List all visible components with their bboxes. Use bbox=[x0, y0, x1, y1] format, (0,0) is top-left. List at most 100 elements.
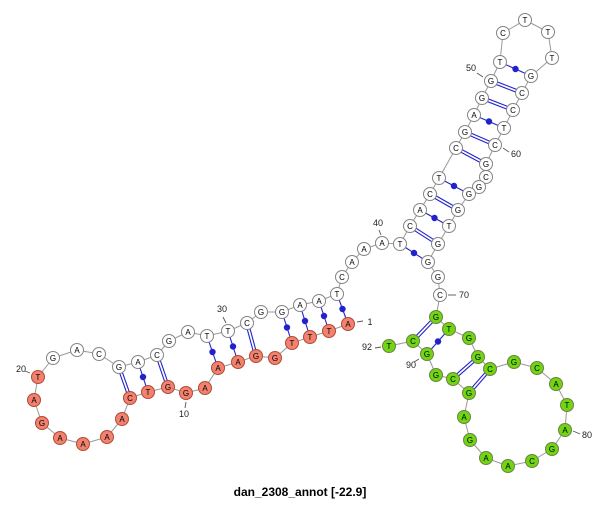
nucleotide-circle bbox=[150, 348, 164, 362]
nucleotide-8: A bbox=[211, 361, 225, 375]
nucleotide-circle bbox=[423, 187, 437, 201]
nucleotide-letter: A bbox=[562, 426, 568, 435]
nucleotide-letter: C bbox=[453, 144, 459, 153]
nucleotide-45: T bbox=[432, 171, 446, 185]
label-tick bbox=[378, 229, 382, 236]
nucleotide-letter: G bbox=[183, 389, 189, 398]
nucleotide-17: A bbox=[53, 431, 67, 445]
label-tick bbox=[24, 370, 31, 374]
nucleotide-letter: A bbox=[349, 258, 355, 267]
nucleotide-52: C bbox=[496, 26, 510, 40]
pair-bond-dot-marker bbox=[512, 65, 519, 73]
nucleotide-circle bbox=[467, 108, 481, 122]
nucleotide-circle bbox=[507, 355, 521, 369]
nucleotide-letter: A bbox=[316, 297, 322, 306]
nucleotide-letter: A bbox=[135, 358, 141, 367]
nucleotide-circle bbox=[463, 433, 477, 447]
pair-bond-dot-marker bbox=[283, 324, 291, 331]
nucleotide-circle bbox=[345, 255, 359, 269]
nucleotide-circle bbox=[457, 410, 471, 424]
nucleotide-18: G bbox=[35, 416, 49, 430]
nucleotide-81: G bbox=[545, 442, 559, 456]
pair-bond-dot-marker bbox=[209, 348, 216, 356]
nucleotide-circle bbox=[240, 316, 254, 330]
nucleotide-letter: C bbox=[244, 319, 250, 328]
nucleotide-9: A bbox=[198, 381, 212, 395]
nucleotide-55: T bbox=[545, 51, 559, 65]
nucleotide-21: G bbox=[46, 351, 60, 365]
nucleotide-letter: C bbox=[339, 273, 345, 282]
nucleotide-letter: G bbox=[272, 354, 278, 363]
nucleotide-7: A bbox=[231, 355, 245, 369]
nucleotide-10: G bbox=[179, 386, 193, 400]
nucleotide-letter: A bbox=[31, 396, 37, 405]
nucleotide-4: T bbox=[285, 336, 299, 350]
nucleotide-letter: C bbox=[450, 375, 456, 384]
pair-bond-dot-marker bbox=[450, 182, 458, 190]
backbone-lines bbox=[33, 19, 568, 467]
nucleotide-circle bbox=[446, 372, 460, 386]
pair-bond-dot-marker bbox=[301, 317, 309, 325]
pair-bond-dot-marker bbox=[229, 343, 237, 350]
nucleotide-circle bbox=[303, 330, 317, 344]
nucleotide-circle bbox=[479, 170, 493, 184]
nucleotide-circle bbox=[549, 377, 563, 391]
nucleotide-circle bbox=[293, 298, 307, 312]
nucleotide-circle bbox=[431, 270, 445, 284]
nucleotide-47: G bbox=[458, 125, 472, 139]
pair-bond-dot-marker bbox=[139, 373, 147, 381]
nucleotide-67: G bbox=[431, 237, 445, 251]
nucleotide-circle bbox=[429, 310, 443, 324]
nucleotide-circle bbox=[479, 451, 493, 465]
pair-bond-dot-marker bbox=[339, 305, 346, 313]
nucleotide-11: G bbox=[161, 380, 175, 394]
nucleotide-letter: C bbox=[534, 364, 540, 373]
nucleotide-circle bbox=[431, 237, 445, 251]
nucleotide-letter: A bbox=[74, 346, 80, 355]
nucleotide-letter: T bbox=[502, 124, 507, 133]
nucleotide-circle bbox=[141, 385, 155, 399]
nucleotide-circle bbox=[341, 317, 355, 331]
pair-bond-dot-marker bbox=[434, 338, 442, 345]
nucleotide-letter: C bbox=[96, 350, 102, 359]
nucleotide-letter: C bbox=[487, 365, 493, 374]
nucleotide-circle bbox=[249, 349, 263, 363]
nucleotide-letter: C bbox=[407, 222, 413, 231]
position-label: 20 bbox=[16, 364, 26, 374]
nucleotide-letter: A bbox=[361, 245, 367, 254]
nucleotide-90: G bbox=[420, 347, 434, 361]
nucleotide-circle bbox=[545, 51, 559, 65]
nucleotide-letter: A bbox=[80, 440, 86, 449]
nucleotide-circle bbox=[403, 219, 417, 233]
nucleotide-letter: G bbox=[435, 240, 441, 249]
nucleotide-letter: A bbox=[104, 433, 110, 442]
nucleotide-65: G bbox=[451, 203, 465, 217]
nucleotide-68: G bbox=[421, 255, 435, 269]
nucleotide-letter: A bbox=[483, 454, 489, 463]
nucleotide-25: A bbox=[131, 355, 145, 369]
nucleotide-33: G bbox=[275, 305, 289, 319]
nucleotide-84: A bbox=[479, 451, 493, 465]
nucleotide-letter: C bbox=[500, 29, 506, 38]
nucleotide-circle bbox=[488, 138, 502, 152]
nucleotide-50: G bbox=[484, 74, 498, 88]
nucleotide-circle bbox=[330, 287, 344, 301]
nucleotide-83: A bbox=[501, 459, 515, 473]
nucleotide-circle bbox=[285, 336, 299, 350]
nucleotide-29: T bbox=[200, 329, 214, 343]
nucleotide-66: T bbox=[442, 219, 456, 233]
nucleotide-26: C bbox=[150, 348, 164, 362]
nucleotide-circle bbox=[76, 437, 90, 451]
nucleotide-letter: A bbox=[215, 364, 221, 373]
nucleotide-letter: C bbox=[519, 89, 525, 98]
nucleotide-circle bbox=[560, 398, 574, 412]
nucleotide-61: G bbox=[479, 157, 493, 171]
nucleotide-letter: G bbox=[455, 206, 461, 215]
nucleotide-letter: G bbox=[483, 160, 489, 169]
nucleotide-letter: C bbox=[127, 394, 133, 403]
position-label: 80 bbox=[582, 430, 592, 440]
nucleotide-76: G bbox=[507, 355, 521, 369]
nucleotide-letter: C bbox=[154, 351, 160, 360]
nucleotide-circle bbox=[433, 288, 447, 302]
nucleotide-44: C bbox=[423, 187, 437, 201]
